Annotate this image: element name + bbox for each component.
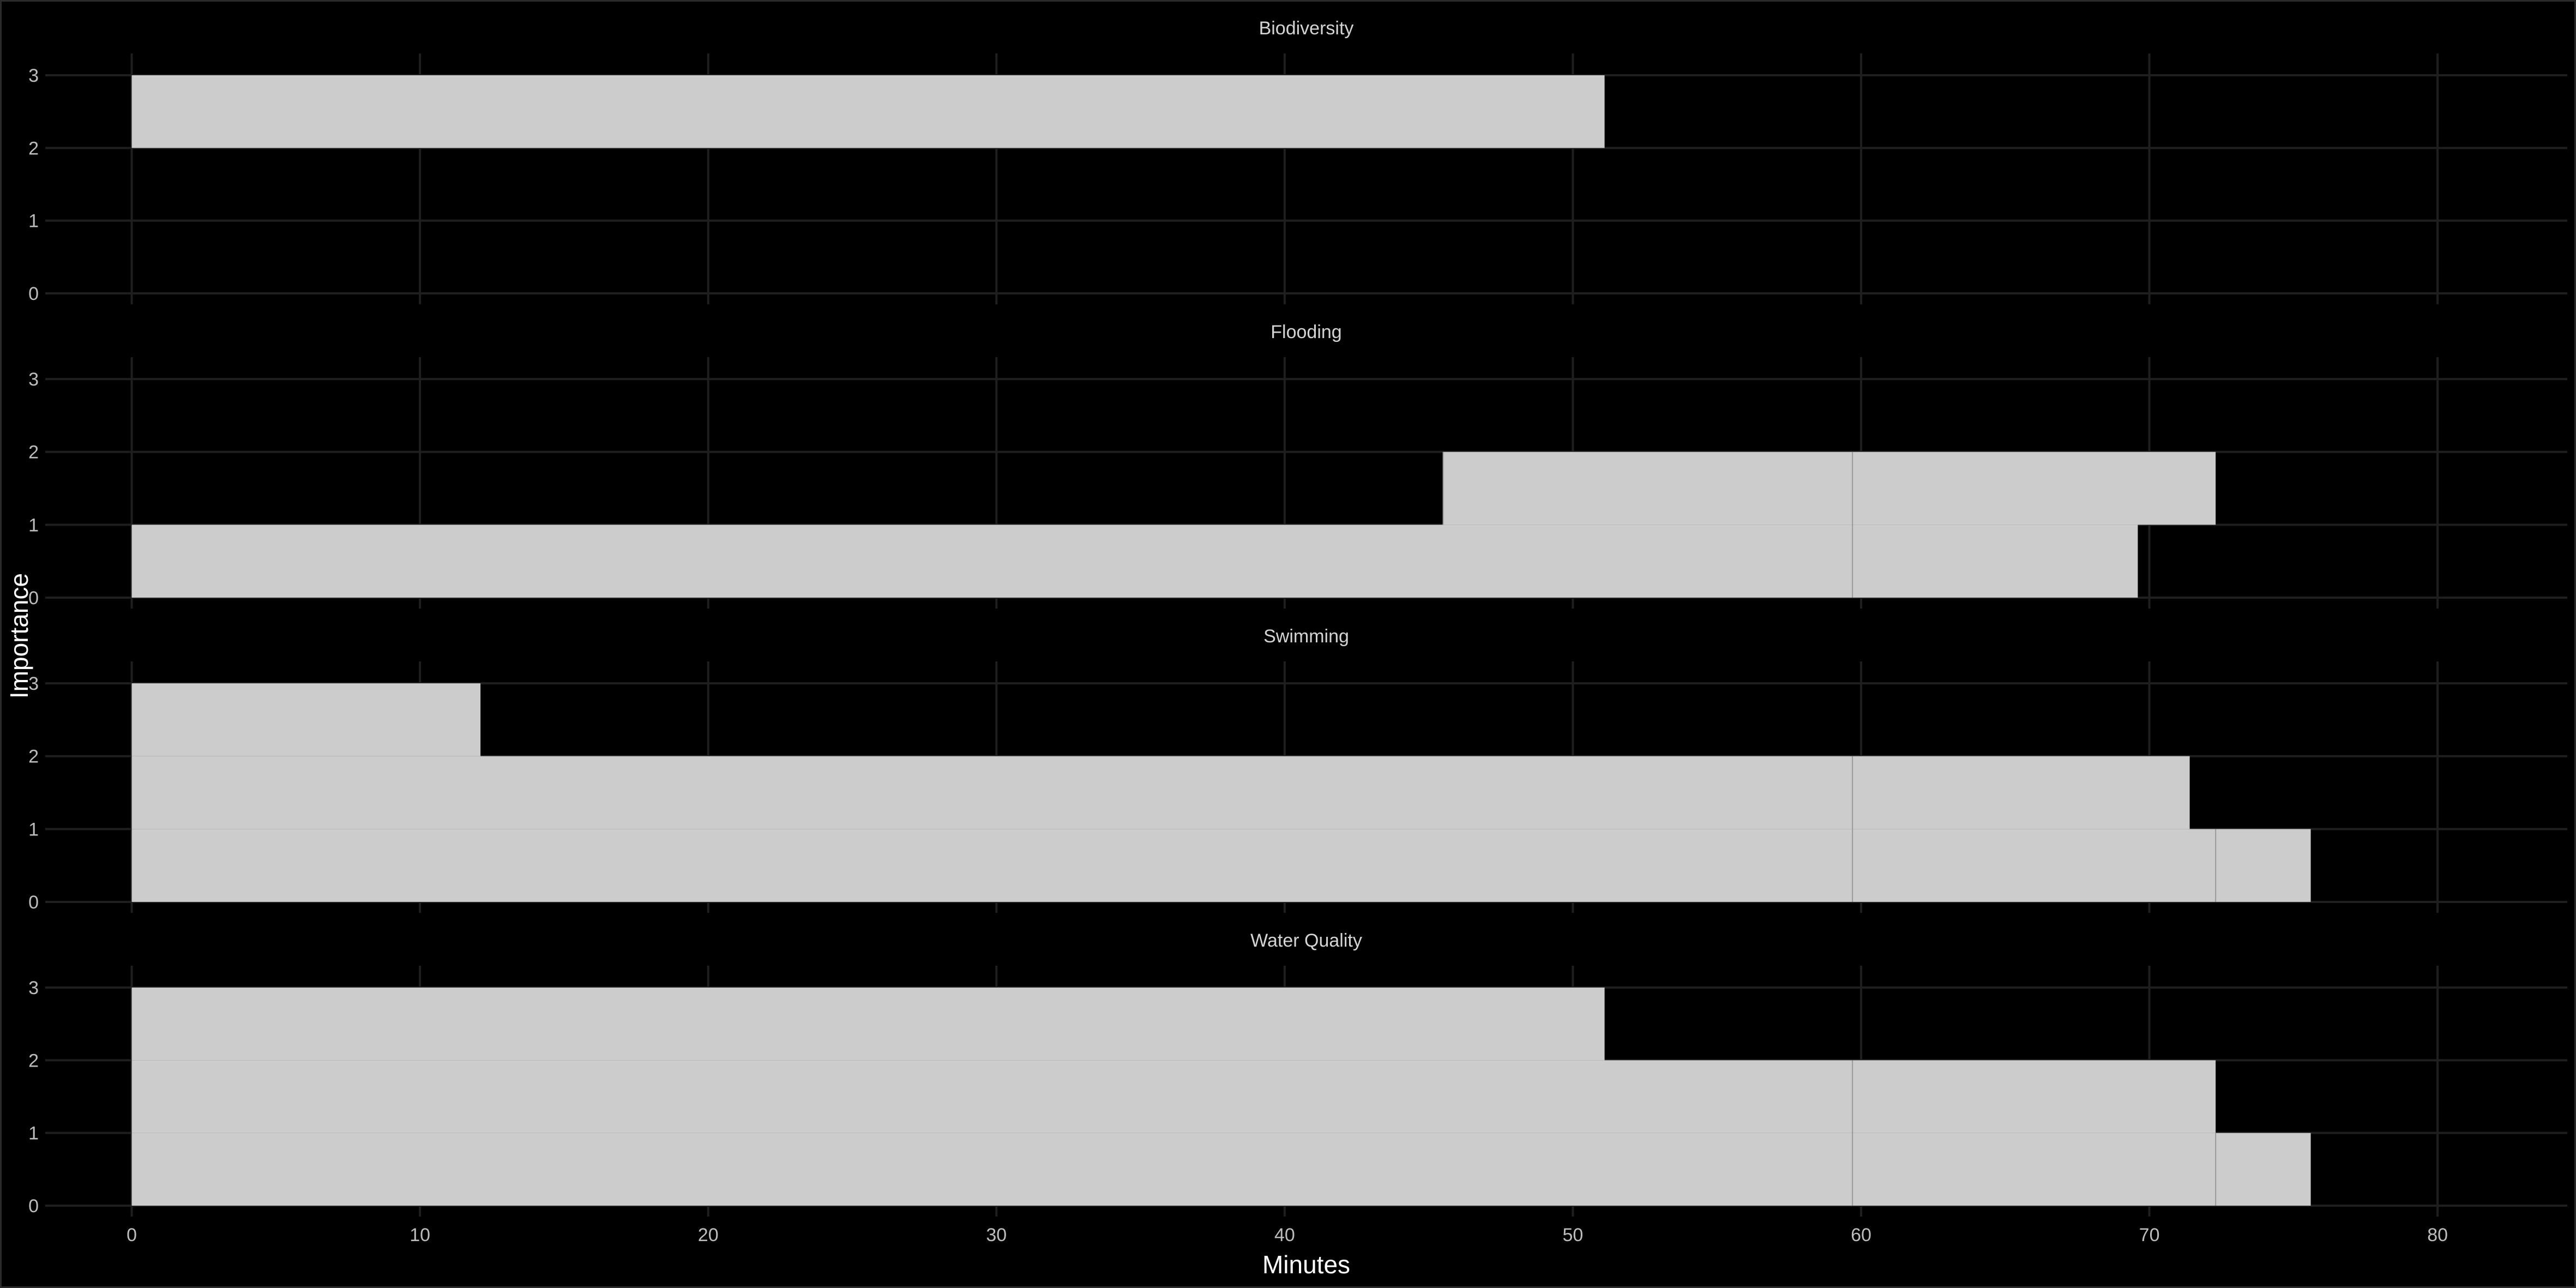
y-tick-label: 2	[28, 442, 39, 463]
bar-segment	[1852, 1060, 2216, 1133]
bar-segment	[131, 988, 1605, 1061]
y-tick-label: 0	[28, 588, 39, 609]
y-tick-label: 1	[28, 819, 39, 840]
facet-title: Flooding	[1271, 322, 1341, 342]
bar-segment	[131, 1060, 1853, 1133]
y-tick-label: 3	[28, 673, 39, 694]
y-axis-title: Importance	[5, 573, 33, 699]
bar-segment	[131, 1133, 1853, 1206]
y-tick-label: 2	[28, 138, 39, 159]
x-tick-label: 50	[1563, 1225, 1584, 1245]
facet-title: Biodiversity	[1259, 18, 1354, 39]
facet-title: Water Quality	[1250, 930, 1362, 951]
y-tick-label: 3	[28, 978, 39, 998]
x-tick-label: 40	[1274, 1225, 1295, 1245]
bar-segment	[131, 75, 1605, 148]
y-tick-label: 2	[28, 747, 39, 767]
y-tick-label: 0	[28, 892, 39, 913]
facet-title: Swimming	[1263, 626, 1349, 647]
x-tick-label: 10	[410, 1225, 430, 1245]
y-tick-label: 1	[28, 211, 39, 232]
y-tick-label: 0	[28, 284, 39, 304]
bar-segment	[2216, 829, 2311, 902]
bar-segment	[2216, 1133, 2311, 1206]
bar-segment	[1852, 452, 2216, 525]
y-tick-label: 1	[28, 1123, 39, 1144]
x-tick-label: 0	[127, 1225, 137, 1245]
bar-segment	[131, 683, 481, 756]
x-tick-label: 60	[1851, 1225, 1871, 1245]
bar-segment	[1852, 829, 2216, 902]
bar-segment	[131, 756, 1853, 829]
y-tick-label: 3	[28, 369, 39, 390]
bar-segment	[131, 525, 1853, 598]
y-tick-label: 0	[28, 1196, 39, 1217]
y-tick-label: 1	[28, 515, 39, 535]
x-tick-label: 80	[2427, 1225, 2448, 1245]
bar-segment	[1852, 1133, 2216, 1206]
x-axis-title: Minutes	[1262, 1250, 1350, 1279]
x-tick-label: 20	[698, 1225, 719, 1245]
bar-segment	[1852, 756, 2190, 829]
bar-segment	[1852, 525, 2138, 598]
x-tick-label: 30	[986, 1225, 1007, 1245]
bar-segment	[1443, 452, 1853, 525]
y-tick-label: 3	[28, 65, 39, 86]
y-tick-label: 2	[28, 1050, 39, 1071]
bar-segment	[131, 829, 1853, 902]
x-tick-label: 70	[2139, 1225, 2160, 1245]
